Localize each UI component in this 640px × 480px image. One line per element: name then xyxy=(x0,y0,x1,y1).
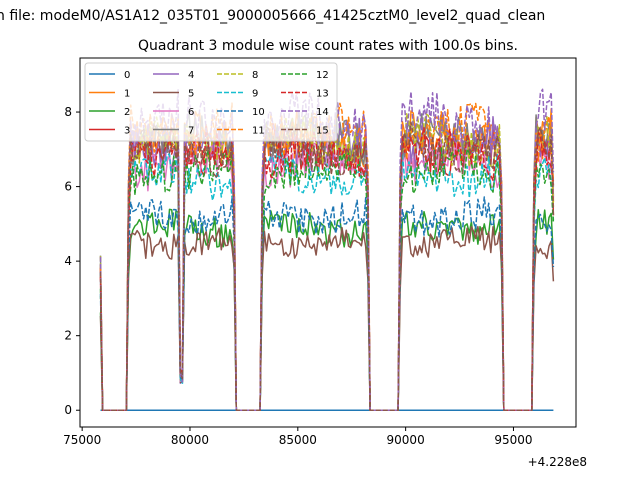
y-tick-label: 6 xyxy=(64,180,72,194)
legend-label-1: 1 xyxy=(124,89,130,100)
x-tick-label: 95000 xyxy=(494,433,532,447)
legend-label-12: 12 xyxy=(316,70,329,81)
series-line-10 xyxy=(99,196,555,411)
y-axis: 0 2 4 6 8 xyxy=(64,105,80,417)
x-tick-label: 85000 xyxy=(279,433,317,447)
series-line-15 xyxy=(99,121,555,411)
legend-label-2: 2 xyxy=(124,107,130,118)
y-tick-label: 0 xyxy=(64,403,72,417)
legend-label-3: 3 xyxy=(124,126,130,137)
series-line-8 xyxy=(99,113,555,411)
y-tick-label: 4 xyxy=(64,254,72,268)
series-line-12 xyxy=(99,147,555,411)
x-axis: 75000 80000 85000 90000 95000 xyxy=(63,427,533,447)
axes-frame xyxy=(79,57,577,428)
legend-label-13: 13 xyxy=(316,89,329,100)
y-tick-label: 8 xyxy=(64,105,72,119)
chart-title: Quadrant 3 module wise count rates with … xyxy=(138,38,518,54)
legend-label-6: 6 xyxy=(188,107,194,118)
legend-label-14: 14 xyxy=(316,107,329,118)
series-line-5 xyxy=(99,225,555,411)
legend-label-9: 9 xyxy=(252,89,258,100)
legend-label-8: 8 xyxy=(252,70,258,81)
legend-label-11: 11 xyxy=(252,126,265,137)
x-tick-label: 75000 xyxy=(63,433,101,447)
legend-label-5: 5 xyxy=(188,89,194,100)
legend-label-15: 15 xyxy=(316,126,329,137)
legend-label-4: 4 xyxy=(188,70,194,81)
legend-label-0: 0 xyxy=(124,70,130,81)
x-axis-offset-label: +4.228e8 xyxy=(528,455,587,469)
y-tick-label: 2 xyxy=(64,329,72,343)
legend-frame xyxy=(84,62,338,142)
legend-label-7: 7 xyxy=(188,126,194,137)
x-tick-label: 90000 xyxy=(387,433,425,447)
x-tick-label: 80000 xyxy=(171,433,209,447)
figure-suptitle: n file: modeM0/AS1A12_035T01_9000005666_… xyxy=(0,8,545,24)
legend-label-10: 10 xyxy=(252,107,265,118)
